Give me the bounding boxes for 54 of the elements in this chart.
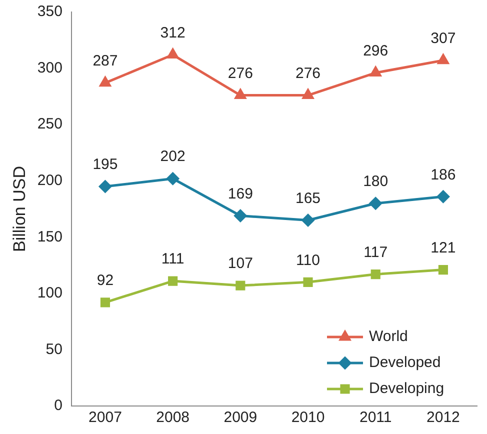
- x-tick-label: 2009: [224, 409, 258, 426]
- data-label: 312: [160, 24, 186, 42]
- data-label: 165: [295, 190, 321, 207]
- data-label: 107: [228, 255, 253, 272]
- legend-label: Developed: [369, 354, 441, 372]
- data-label: 121: [430, 239, 456, 256]
- point: [166, 172, 180, 185]
- y-tick-label: 350: [37, 3, 62, 20]
- x-tick-label: 2007: [88, 409, 122, 426]
- y-tick-label: 0: [54, 397, 62, 414]
- legend-label: Developing: [369, 380, 444, 398]
- x-tick-label: 2008: [156, 409, 190, 426]
- data-label: 276: [228, 64, 253, 82]
- point: [100, 298, 110, 308]
- point: [302, 89, 314, 100]
- y-tick-label: 50: [46, 340, 62, 358]
- point: [438, 265, 448, 275]
- x-tick-label: 2010: [291, 409, 325, 426]
- y-tick-label: 300: [37, 59, 62, 76]
- point: [234, 210, 247, 222]
- data-label: 110: [296, 252, 320, 269]
- x-tick-label: 2011: [359, 409, 392, 426]
- point: [370, 66, 382, 77]
- point: [436, 190, 450, 203]
- point: [168, 276, 178, 286]
- data-label: 276: [295, 64, 321, 82]
- data-label: 296: [363, 42, 388, 60]
- y-tick-label: 150: [37, 228, 62, 246]
- data-label: 169: [228, 185, 253, 202]
- point: [302, 214, 314, 227]
- data-label: 92: [96, 272, 114, 290]
- data-label: 111: [161, 250, 184, 268]
- data-label: 202: [160, 148, 186, 166]
- point: [167, 48, 178, 59]
- x-tick-label: 2012: [426, 409, 460, 426]
- data-label: 307: [430, 30, 456, 48]
- data-label: 195: [92, 156, 118, 174]
- point: [100, 76, 111, 87]
- point: [369, 197, 382, 210]
- point: [438, 54, 449, 64]
- data-label: 117: [364, 244, 388, 261]
- legend-label: World: [369, 328, 408, 346]
- y-tick-label: 100: [37, 284, 62, 302]
- y-axis-title: Billion USD: [10, 166, 29, 252]
- point: [98, 180, 112, 193]
- point: [236, 280, 246, 290]
- y-tick-label: 250: [37, 116, 62, 133]
- point: [303, 277, 313, 287]
- point: [370, 270, 380, 280]
- point: [234, 89, 246, 100]
- data-label: 180: [363, 173, 388, 190]
- y-tick-label: 200: [37, 172, 62, 189]
- data-label: 287: [92, 52, 118, 70]
- data-label: 186: [430, 166, 456, 184]
